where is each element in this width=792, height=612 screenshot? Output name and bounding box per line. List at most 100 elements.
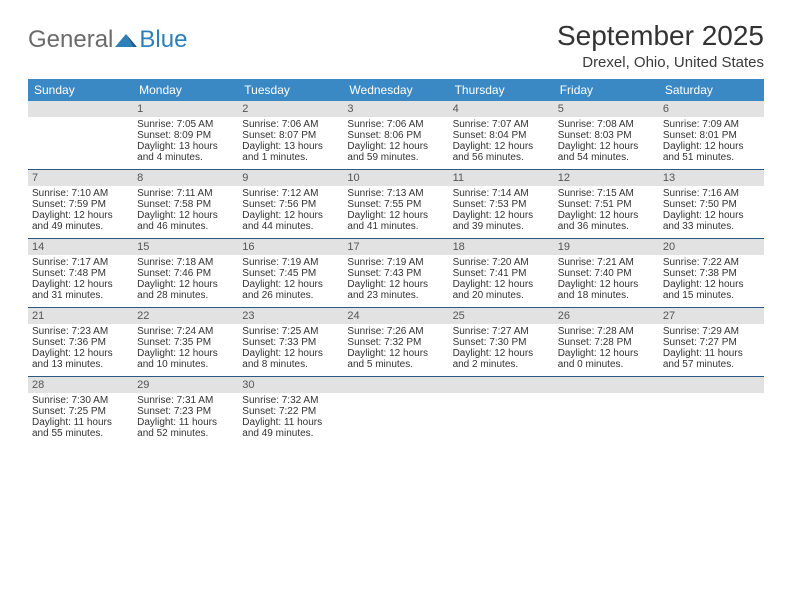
sunset-text: Sunset: 7:22 PM — [242, 406, 339, 417]
logo-text-1: General — [28, 26, 113, 54]
day-number: 7 — [28, 170, 133, 186]
day-number: 2 — [238, 101, 343, 117]
day-cell: Sunrise: 7:25 AMSunset: 7:33 PMDaylight:… — [238, 324, 343, 376]
daylight-text: Daylight: 11 hours and 55 minutes. — [32, 417, 129, 439]
day-cell: Sunrise: 7:21 AMSunset: 7:40 PMDaylight:… — [554, 255, 659, 307]
sunrise-text: Sunrise: 7:06 AM — [347, 119, 444, 130]
day-number: 20 — [659, 239, 764, 255]
daylight-text: Daylight: 12 hours and 15 minutes. — [663, 279, 760, 301]
sunset-text: Sunset: 7:59 PM — [32, 199, 129, 210]
sunrise-text: Sunrise: 7:18 AM — [137, 257, 234, 268]
day-cell — [449, 393, 554, 445]
day-number: 25 — [449, 308, 554, 324]
sunrise-text: Sunrise: 7:07 AM — [453, 119, 550, 130]
day-number-row: 14151617181920 — [28, 238, 764, 255]
day-number — [449, 377, 554, 393]
daylight-text: Daylight: 12 hours and 44 minutes. — [242, 210, 339, 232]
daylight-text: Daylight: 12 hours and 33 minutes. — [663, 210, 760, 232]
title-block: September 2025 Drexel, Ohio, United Stat… — [557, 20, 764, 71]
day-number-row: 21222324252627 — [28, 307, 764, 324]
day-number: 10 — [343, 170, 448, 186]
sunset-text: Sunset: 7:41 PM — [453, 268, 550, 279]
day-number: 24 — [343, 308, 448, 324]
day-number: 28 — [28, 377, 133, 393]
sunset-text: Sunset: 7:33 PM — [242, 337, 339, 348]
daylight-text: Daylight: 12 hours and 49 minutes. — [32, 210, 129, 232]
day-number — [343, 377, 448, 393]
day-cell: Sunrise: 7:30 AMSunset: 7:25 PMDaylight:… — [28, 393, 133, 445]
day-number: 3 — [343, 101, 448, 117]
sunset-text: Sunset: 7:43 PM — [347, 268, 444, 279]
daylight-text: Daylight: 11 hours and 49 minutes. — [242, 417, 339, 439]
sunrise-text: Sunrise: 7:06 AM — [242, 119, 339, 130]
daylight-text: Daylight: 11 hours and 57 minutes. — [663, 348, 760, 370]
sunset-text: Sunset: 7:40 PM — [558, 268, 655, 279]
day-cell: Sunrise: 7:26 AMSunset: 7:32 PMDaylight:… — [343, 324, 448, 376]
sunrise-text: Sunrise: 7:11 AM — [137, 188, 234, 199]
day-number: 15 — [133, 239, 238, 255]
day-cell: Sunrise: 7:07 AMSunset: 8:04 PMDaylight:… — [449, 117, 554, 169]
day-cell: Sunrise: 7:08 AMSunset: 8:03 PMDaylight:… — [554, 117, 659, 169]
day-cell: Sunrise: 7:20 AMSunset: 7:41 PMDaylight:… — [449, 255, 554, 307]
day-number — [554, 377, 659, 393]
day-number: 29 — [133, 377, 238, 393]
daylight-text: Daylight: 12 hours and 46 minutes. — [137, 210, 234, 232]
day-cell: Sunrise: 7:29 AMSunset: 7:27 PMDaylight:… — [659, 324, 764, 376]
daylight-text: Daylight: 12 hours and 2 minutes. — [453, 348, 550, 370]
day-cell: Sunrise: 7:06 AMSunset: 8:06 PMDaylight:… — [343, 117, 448, 169]
day-cell: Sunrise: 7:28 AMSunset: 7:28 PMDaylight:… — [554, 324, 659, 376]
day-number: 17 — [343, 239, 448, 255]
day-cell: Sunrise: 7:12 AMSunset: 7:56 PMDaylight:… — [238, 186, 343, 238]
day-number: 19 — [554, 239, 659, 255]
sunset-text: Sunset: 7:56 PM — [242, 199, 339, 210]
day-cell: Sunrise: 7:13 AMSunset: 7:55 PMDaylight:… — [343, 186, 448, 238]
day-number: 26 — [554, 308, 659, 324]
daylight-text: Daylight: 13 hours and 1 minutes. — [242, 141, 339, 163]
sunrise-text: Sunrise: 7:14 AM — [453, 188, 550, 199]
day-cell: Sunrise: 7:09 AMSunset: 8:01 PMDaylight:… — [659, 117, 764, 169]
sunrise-text: Sunrise: 7:12 AM — [242, 188, 339, 199]
weekday-label: Sunday — [28, 79, 133, 101]
weekday-label: Thursday — [449, 79, 554, 101]
day-cell: Sunrise: 7:11 AMSunset: 7:58 PMDaylight:… — [133, 186, 238, 238]
sunrise-text: Sunrise: 7:29 AM — [663, 326, 760, 337]
sunset-text: Sunset: 7:51 PM — [558, 199, 655, 210]
day-number: 14 — [28, 239, 133, 255]
daylight-text: Daylight: 12 hours and 23 minutes. — [347, 279, 444, 301]
calendar: SundayMondayTuesdayWednesdayThursdayFrid… — [28, 79, 764, 445]
day-number: 11 — [449, 170, 554, 186]
sunrise-text: Sunrise: 7:17 AM — [32, 257, 129, 268]
day-info-row: Sunrise: 7:23 AMSunset: 7:36 PMDaylight:… — [28, 324, 764, 376]
day-cell — [28, 117, 133, 169]
day-number — [28, 101, 133, 117]
day-info-row: Sunrise: 7:05 AMSunset: 8:09 PMDaylight:… — [28, 117, 764, 169]
sunset-text: Sunset: 7:25 PM — [32, 406, 129, 417]
logo: General Blue — [28, 26, 187, 54]
day-cell: Sunrise: 7:23 AMSunset: 7:36 PMDaylight:… — [28, 324, 133, 376]
day-cell: Sunrise: 7:31 AMSunset: 7:23 PMDaylight:… — [133, 393, 238, 445]
sunrise-text: Sunrise: 7:25 AM — [242, 326, 339, 337]
weekday-label: Tuesday — [238, 79, 343, 101]
sunrise-text: Sunrise: 7:21 AM — [558, 257, 655, 268]
day-number — [659, 377, 764, 393]
sunset-text: Sunset: 7:27 PM — [663, 337, 760, 348]
day-cell: Sunrise: 7:15 AMSunset: 7:51 PMDaylight:… — [554, 186, 659, 238]
sunset-text: Sunset: 7:28 PM — [558, 337, 655, 348]
day-number: 30 — [238, 377, 343, 393]
sunrise-text: Sunrise: 7:09 AM — [663, 119, 760, 130]
sunset-text: Sunset: 7:35 PM — [137, 337, 234, 348]
day-cell: Sunrise: 7:05 AMSunset: 8:09 PMDaylight:… — [133, 117, 238, 169]
day-cell: Sunrise: 7:10 AMSunset: 7:59 PMDaylight:… — [28, 186, 133, 238]
day-number: 12 — [554, 170, 659, 186]
sunrise-text: Sunrise: 7:08 AM — [558, 119, 655, 130]
daylight-text: Daylight: 12 hours and 10 minutes. — [137, 348, 234, 370]
day-info-row: Sunrise: 7:30 AMSunset: 7:25 PMDaylight:… — [28, 393, 764, 445]
sunset-text: Sunset: 8:03 PM — [558, 130, 655, 141]
day-number: 5 — [554, 101, 659, 117]
sunset-text: Sunset: 8:04 PM — [453, 130, 550, 141]
sunrise-text: Sunrise: 7:13 AM — [347, 188, 444, 199]
sunrise-text: Sunrise: 7:31 AM — [137, 395, 234, 406]
day-number: 6 — [659, 101, 764, 117]
daylight-text: Daylight: 12 hours and 56 minutes. — [453, 141, 550, 163]
day-number: 1 — [133, 101, 238, 117]
